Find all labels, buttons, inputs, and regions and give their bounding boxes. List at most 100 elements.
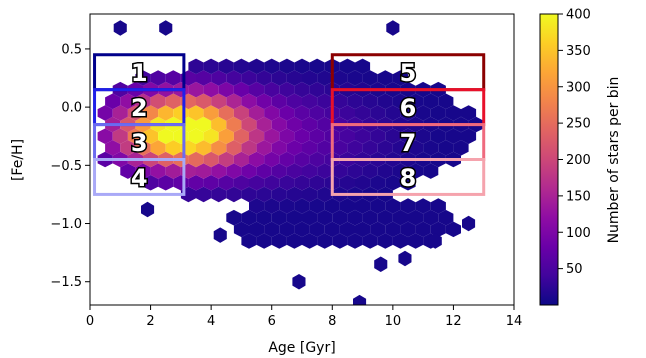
hex-bin [264, 81, 280, 98]
hex-bin [279, 175, 295, 191]
hex-bin [408, 209, 424, 226]
x-tick-label: 0 [86, 314, 94, 329]
selection-box-label-6: 6 [400, 94, 417, 122]
hex-bin [400, 175, 416, 191]
hex-bin [143, 105, 159, 121]
hex-bin [241, 116, 257, 133]
hex-bin [423, 163, 439, 179]
colorbar-tick-label: 250 [566, 117, 591, 132]
hex-bin [279, 105, 295, 121]
hex-bin [408, 140, 424, 156]
hex-bin [188, 105, 204, 121]
hex-bin [370, 175, 386, 191]
hex-bin [362, 209, 378, 226]
hex-bin [392, 93, 408, 110]
hex-bin [264, 175, 280, 191]
hex-bin [347, 70, 363, 86]
hex-bin [196, 70, 212, 86]
hex-bin [97, 128, 113, 144]
hex-bin [309, 58, 325, 75]
hex-bin [355, 58, 371, 75]
hex-bin [430, 198, 446, 214]
hex-bin [377, 140, 393, 156]
hex-bin [203, 105, 219, 121]
hex-bin [355, 128, 371, 144]
hex-bin [120, 93, 136, 110]
hex-bin [203, 58, 219, 75]
hex-bin [377, 163, 393, 179]
hex-bin [339, 105, 355, 121]
hex-bin [271, 116, 287, 133]
hex-bin [211, 140, 227, 156]
hex-bin [256, 140, 272, 156]
hex-bin [462, 215, 476, 232]
hex-bin [256, 93, 272, 110]
hex-bin [309, 105, 325, 121]
hex-bin [256, 70, 272, 86]
hex-bin [249, 198, 265, 214]
x-tick-label: 8 [328, 314, 336, 329]
hex-bin [165, 140, 181, 156]
hex-bin [309, 175, 325, 191]
hex-bin [279, 81, 295, 98]
colorbar-tick-label: 150 [566, 189, 591, 204]
hex-bin [241, 233, 257, 249]
hex-bin [302, 70, 318, 86]
hex-bin [218, 81, 234, 98]
hex-bin [286, 93, 302, 110]
hex-bin [279, 128, 295, 144]
x-tick-label: 4 [207, 314, 215, 329]
hex-bin [453, 140, 469, 156]
hex-bin [218, 128, 234, 144]
hex-bin [158, 128, 174, 144]
x-tick-label: 14 [506, 314, 523, 329]
y-axis-title: [Fe/H] [10, 139, 26, 181]
hex-bin [264, 58, 280, 75]
hex-bin [188, 81, 204, 98]
hex-bin [256, 186, 272, 203]
hex-bin [271, 163, 287, 179]
hex-bin [362, 233, 378, 249]
hex-bin [264, 221, 280, 238]
hex-bin [213, 227, 227, 243]
hex-bin [347, 233, 363, 249]
hex-bin [415, 128, 431, 144]
hex-bin [423, 93, 439, 110]
selection-box-label-5: 5 [400, 59, 417, 87]
hex-bin [339, 198, 355, 214]
hex-bin [226, 209, 242, 226]
hex-bin [423, 140, 439, 156]
hex-bin [286, 186, 302, 203]
hex-bin [377, 70, 393, 86]
hex-bin [445, 221, 461, 238]
hex-bin [286, 70, 302, 86]
hex-bin [158, 105, 174, 121]
hex-bin [332, 209, 348, 226]
hex-bin [309, 81, 325, 98]
hex-bin [309, 198, 325, 214]
hex-bin [233, 58, 249, 75]
colorbar-tick-label: 300 [566, 80, 591, 95]
hex-bin [249, 128, 265, 144]
hex-bin [317, 209, 333, 226]
hex-bin [347, 163, 363, 179]
hex-bin [286, 116, 302, 133]
y-tick-label: −0.5 [50, 159, 82, 174]
hex-bin [264, 105, 280, 121]
x-tick-label: 10 [385, 314, 402, 329]
hex-bin [317, 186, 333, 203]
hex-bin [377, 93, 393, 110]
x-tick-label: 2 [146, 314, 154, 329]
hex-bin [309, 221, 325, 238]
hex-bin [218, 105, 234, 121]
selection-box-label-3: 3 [131, 129, 148, 157]
hex-bin [188, 128, 204, 144]
hex-bin [415, 105, 431, 121]
hex-bin [317, 70, 333, 86]
hex-bin [392, 140, 408, 156]
hex-bin [211, 93, 227, 110]
hex-bin [249, 221, 265, 238]
hex-bin [332, 163, 348, 179]
hex-bin [309, 151, 325, 168]
hex-bin [271, 209, 287, 226]
